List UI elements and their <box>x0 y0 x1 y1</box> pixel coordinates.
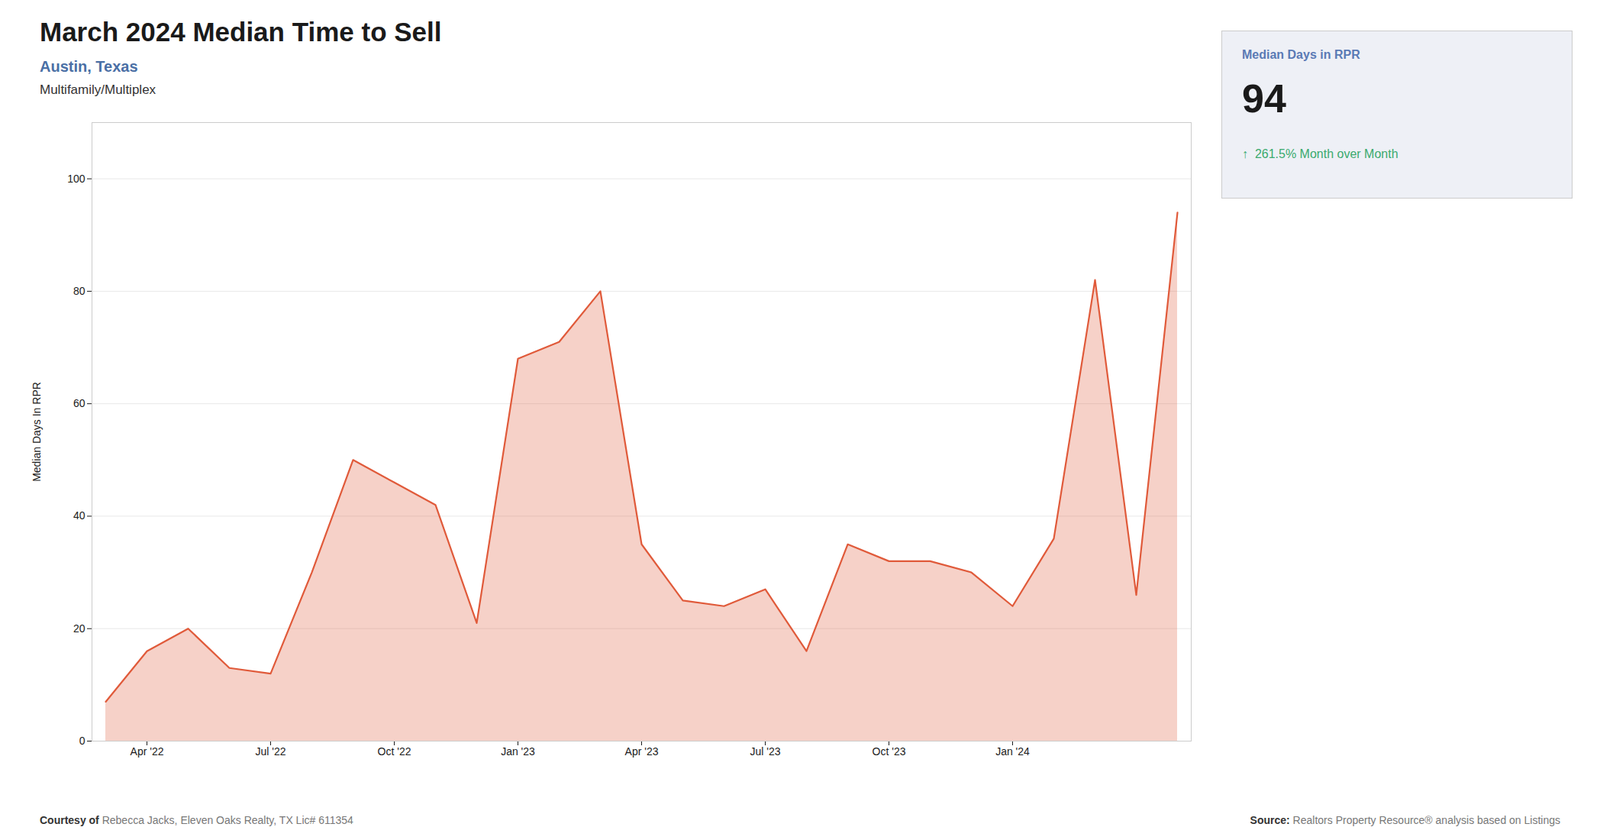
svg-text:Jan '23: Jan '23 <box>500 745 536 758</box>
html-text:Median Days in RPR: Median Days in RPR <box>1241 48 1361 62</box>
svg-text:Jul '22: Jul '22 <box>254 745 286 758</box>
html-text:Multifamily/Multiplex: Multifamily/Multiplex <box>39 82 156 97</box>
svg-text:100: 100 <box>67 172 86 185</box>
svg-text:Apr '22: Apr '22 <box>130 745 165 758</box>
svg-text:0: 0 <box>79 734 86 747</box>
html-text:↑ 261.5% Month over Month: ↑ 261.5% Month over Month <box>1241 147 1399 161</box>
html-text:94: 94 <box>1241 76 1287 121</box>
html-text:Source: Realtors Property Reso: Source: Realtors Property Resource® anal… <box>1250 813 1561 826</box>
svg-text:60: 60 <box>73 396 86 410</box>
svg-text:80: 80 <box>73 284 86 297</box>
svg-text:Jul '23: Jul '23 <box>749 745 781 758</box>
svg-text:Oct '23: Oct '23 <box>872 745 907 758</box>
svg-text:Median Days In RPR: Median Days In RPR <box>30 381 43 482</box>
svg-text:Jan '24: Jan '24 <box>995 745 1030 758</box>
svg-text:40: 40 <box>73 509 86 522</box>
svg-text:Apr '23: Apr '23 <box>625 745 659 758</box>
svg-text:20: 20 <box>73 622 86 635</box>
html-text:Courtesy of Rebecca Jacks, Ele: Courtesy of Rebecca Jacks, Eleven Oaks R… <box>39 813 354 826</box>
html-text:March 2024 Median Time to Sell: March 2024 Median Time to Sell <box>39 16 442 47</box>
html-text:Austin, Texas: Austin, Texas <box>39 58 138 75</box>
svg-text:Oct '22: Oct '22 <box>377 745 412 758</box>
